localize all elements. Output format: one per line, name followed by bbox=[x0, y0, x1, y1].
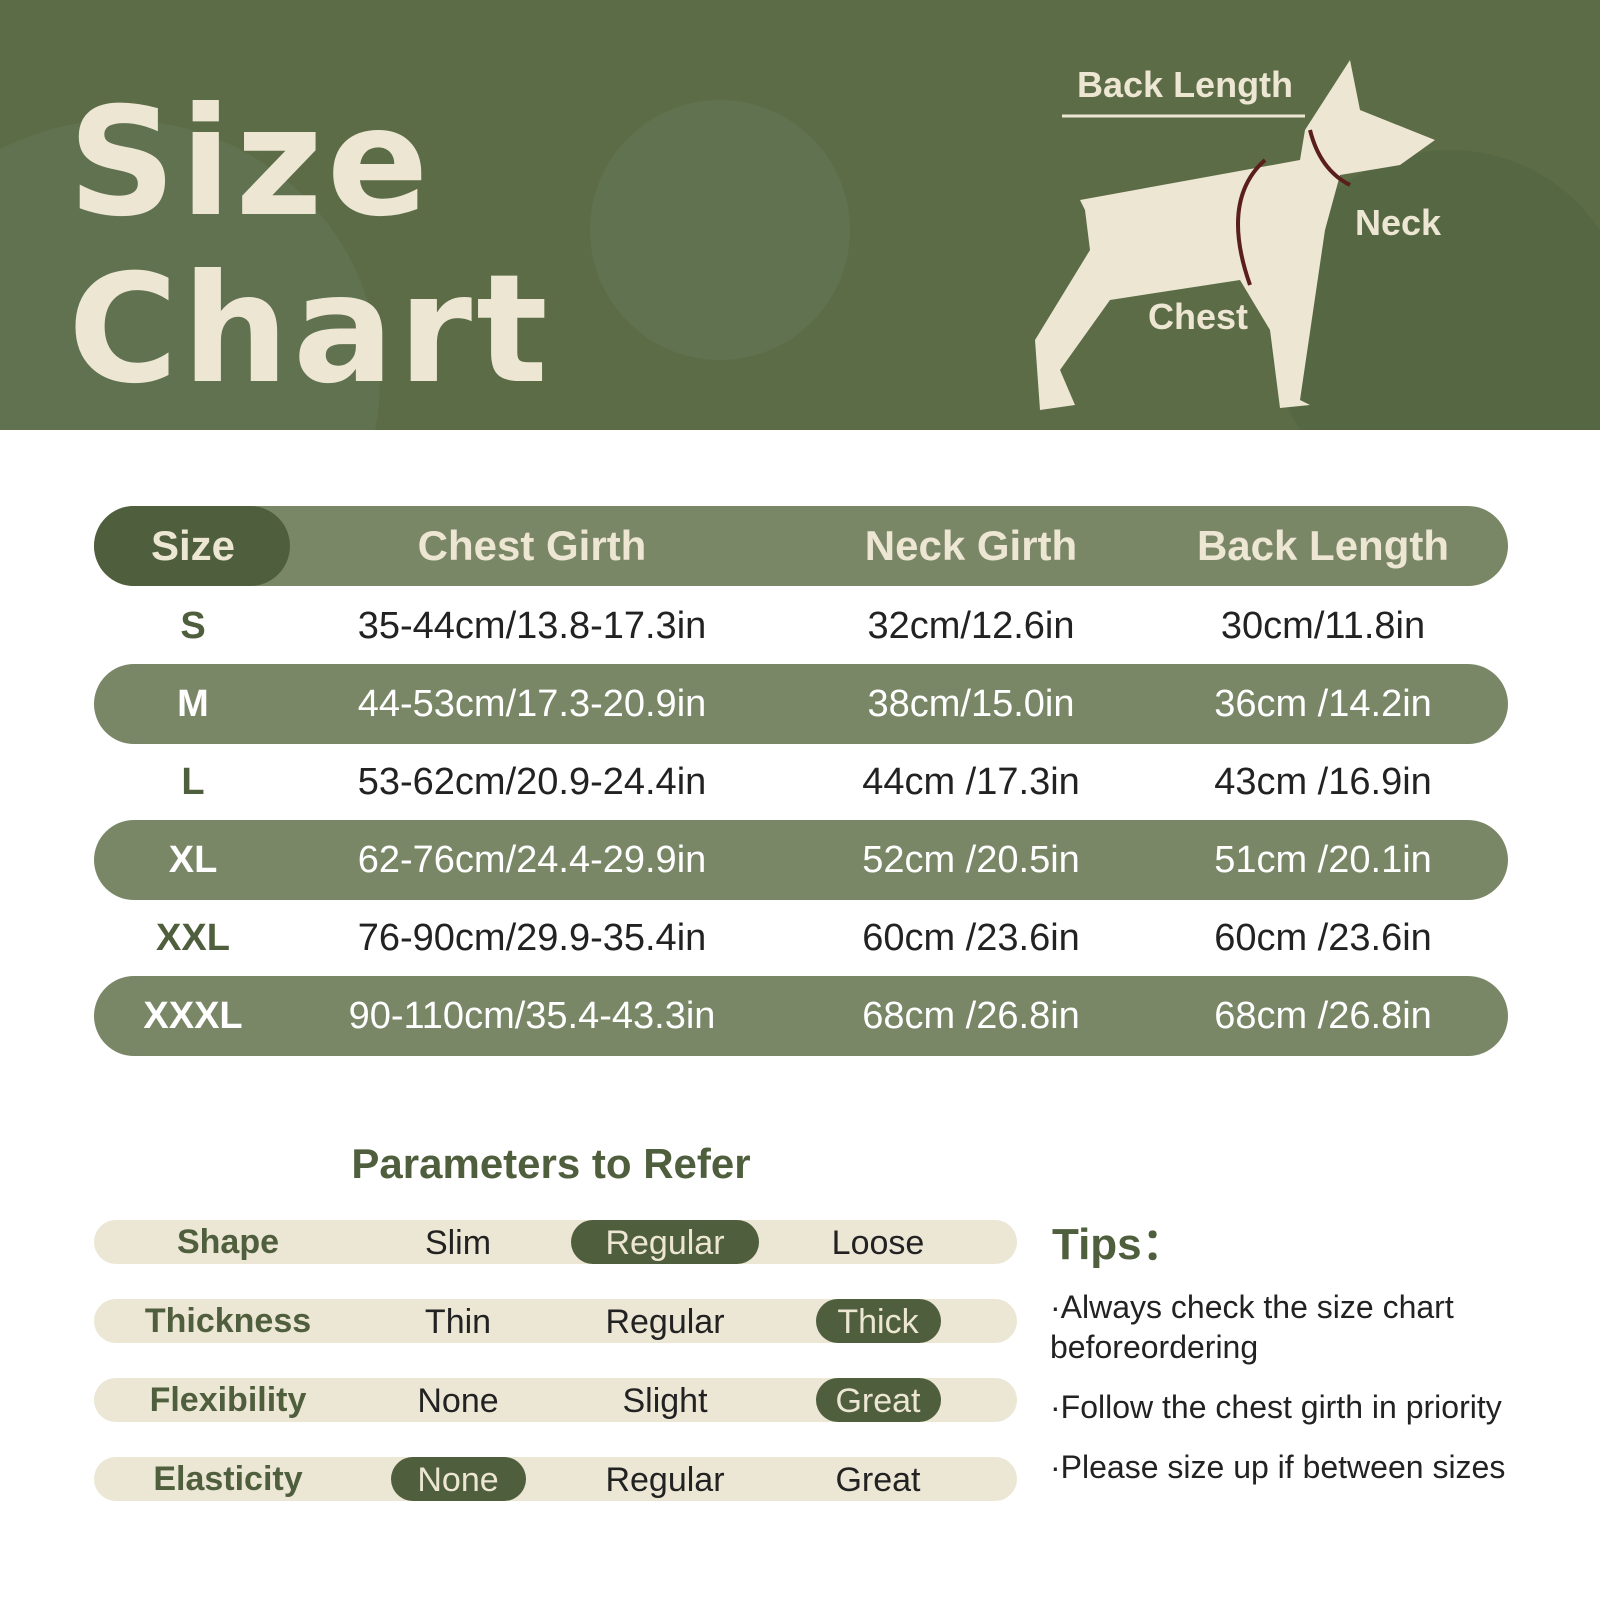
selected-option: None bbox=[417, 1461, 499, 1499]
neck-strap bbox=[1308, 129, 1351, 187]
selected-pill bbox=[571, 1220, 759, 1264]
chest-strap bbox=[1236, 158, 1267, 286]
bg-shape bbox=[1270, 150, 1600, 430]
selected-pill bbox=[815, 1378, 941, 1422]
measure-cell: 51cm /20.1in bbox=[1214, 839, 1432, 881]
row-background bbox=[94, 976, 1508, 1056]
size-cell: XXL bbox=[156, 917, 230, 959]
column-header: Chest Girth bbox=[417, 522, 647, 569]
measure-cell: 68cm /26.8in bbox=[862, 995, 1080, 1037]
tip-item: ·Always check the size chart beforeorder… bbox=[1050, 1289, 1454, 1365]
title-line: Size bbox=[68, 76, 433, 250]
measure-cell: 60cm /23.6in bbox=[862, 917, 1080, 959]
selected-option: Regular bbox=[605, 1224, 725, 1262]
parameters-title: Parameters to Refer bbox=[351, 1140, 751, 1187]
row-background bbox=[94, 820, 1508, 900]
column-header: Neck Girth bbox=[864, 522, 1078, 569]
option: Regular bbox=[605, 1461, 725, 1499]
option: Loose bbox=[831, 1224, 925, 1262]
measure-cell: 30cm/11.8in bbox=[1220, 605, 1426, 647]
diagram-label: Chest bbox=[1148, 296, 1249, 337]
parameter-label: Shape bbox=[176, 1223, 280, 1261]
option: Regular bbox=[605, 1303, 725, 1341]
selected-option: Thick bbox=[837, 1303, 919, 1341]
size-cell: M bbox=[177, 683, 209, 725]
parameter-bar bbox=[94, 1220, 1017, 1264]
measure-cell: 62-76cm/24.4-29.9in bbox=[357, 839, 707, 881]
selected-option: Great bbox=[835, 1382, 921, 1420]
size-cell: XXXL bbox=[143, 995, 243, 1037]
column-header: Back Length bbox=[1196, 522, 1450, 569]
title-line: Chart bbox=[68, 243, 552, 417]
bg-shape bbox=[0, 120, 380, 430]
parameter-label: Flexibility bbox=[149, 1381, 307, 1419]
dog-silhouette bbox=[1035, 60, 1435, 410]
tip-item: ·Please size up if between sizes bbox=[1050, 1449, 1506, 1485]
measure-cell: 32cm/12.6in bbox=[867, 605, 1075, 647]
option: Great bbox=[835, 1461, 921, 1499]
size-cell: XL bbox=[168, 839, 218, 881]
measure-cell: 60cm /23.6in bbox=[1214, 917, 1432, 959]
measure-cell: 52cm /20.5in bbox=[862, 839, 1080, 881]
header: Size Chart Back Length Neck Chest bbox=[0, 0, 1600, 430]
measure-cell: 36cm /14.2in bbox=[1214, 683, 1432, 725]
measure-cell: 68cm /26.8in bbox=[1214, 995, 1432, 1037]
selected-pill bbox=[390, 1457, 526, 1501]
measure-cell: 76-90cm/29.9-35.4in bbox=[357, 917, 707, 959]
option: Thin bbox=[424, 1303, 492, 1341]
measure-cell: 43cm /16.9in bbox=[1214, 761, 1432, 803]
header-row bbox=[94, 506, 1508, 586]
tip-item: ·Follow the chest girth in priority bbox=[1050, 1389, 1502, 1425]
selected-pill bbox=[815, 1299, 941, 1343]
option: None bbox=[417, 1382, 499, 1420]
measure-cell: 44-53cm/17.3-20.9in bbox=[357, 683, 707, 725]
parameter-label: Thickness bbox=[144, 1302, 312, 1340]
column-header: Size bbox=[150, 522, 236, 569]
size-header-pill bbox=[94, 506, 290, 586]
diagram-label: Back Length bbox=[1077, 64, 1294, 105]
measure-cell: 35-44cm/13.8-17.3in bbox=[357, 605, 707, 647]
measure-cell: 90-110cm/35.4-43.3in bbox=[348, 995, 716, 1037]
option: Slight bbox=[622, 1382, 708, 1420]
row-background bbox=[94, 664, 1508, 744]
header-decoration bbox=[0, 60, 1600, 430]
measure-cell: 53-62cm/20.9-24.4in bbox=[357, 761, 707, 803]
option: Slim bbox=[424, 1224, 492, 1262]
tips-title: Tips： bbox=[1052, 1220, 1186, 1269]
size-cell: S bbox=[180, 605, 206, 647]
measure-cell: 44cm /17.3in bbox=[862, 761, 1080, 803]
parameter-label: Elasticity bbox=[153, 1460, 303, 1498]
measure-cell: 38cm/15.0in bbox=[867, 683, 1075, 725]
size-cell: L bbox=[181, 761, 205, 803]
parameter-bar bbox=[94, 1457, 1017, 1501]
diagram-label: Neck bbox=[1355, 202, 1442, 243]
bg-shape bbox=[590, 100, 850, 360]
